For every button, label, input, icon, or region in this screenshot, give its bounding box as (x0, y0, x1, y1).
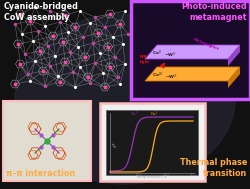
Text: $-$W$^{V}$: $-$W$^{V}$ (163, 51, 176, 60)
Text: Co$^{III}$: Co$^{III}$ (130, 110, 139, 119)
Text: Co$^{II}$: Co$^{II}$ (150, 110, 158, 119)
Bar (106, 110, 197, 175)
Bar (100, 103, 204, 181)
Text: Co$^{III}$: Co$^{III}$ (152, 71, 162, 80)
Polygon shape (144, 45, 239, 59)
Text: 100: 100 (134, 173, 141, 177)
Ellipse shape (15, 14, 234, 184)
Polygon shape (227, 45, 239, 66)
Text: Thermal phase
transition: Thermal phase transition (179, 158, 246, 178)
Text: Photo-induced
metamagnet: Photo-induced metamagnet (181, 2, 246, 22)
Polygon shape (227, 67, 239, 88)
Text: NIR
light: NIR light (140, 55, 149, 64)
Text: $\chi T$: $\chi T$ (110, 140, 118, 148)
Text: Metamagnet: Metamagnet (192, 37, 219, 51)
Text: 300: 300 (189, 173, 196, 177)
Text: Co$^{II}$: Co$^{II}$ (152, 49, 161, 58)
Polygon shape (144, 67, 239, 81)
Text: Temperature / K: Temperature / K (136, 175, 167, 179)
FancyBboxPatch shape (130, 1, 249, 99)
Text: Cyanido-bridged
CoW assembly: Cyanido-bridged CoW assembly (4, 2, 78, 22)
Text: $-$W$^{V}$: $-$W$^{V}$ (164, 73, 177, 82)
Bar (3, 101, 91, 181)
Text: 200: 200 (162, 173, 169, 177)
Text: π–π interaction: π–π interaction (6, 169, 75, 178)
